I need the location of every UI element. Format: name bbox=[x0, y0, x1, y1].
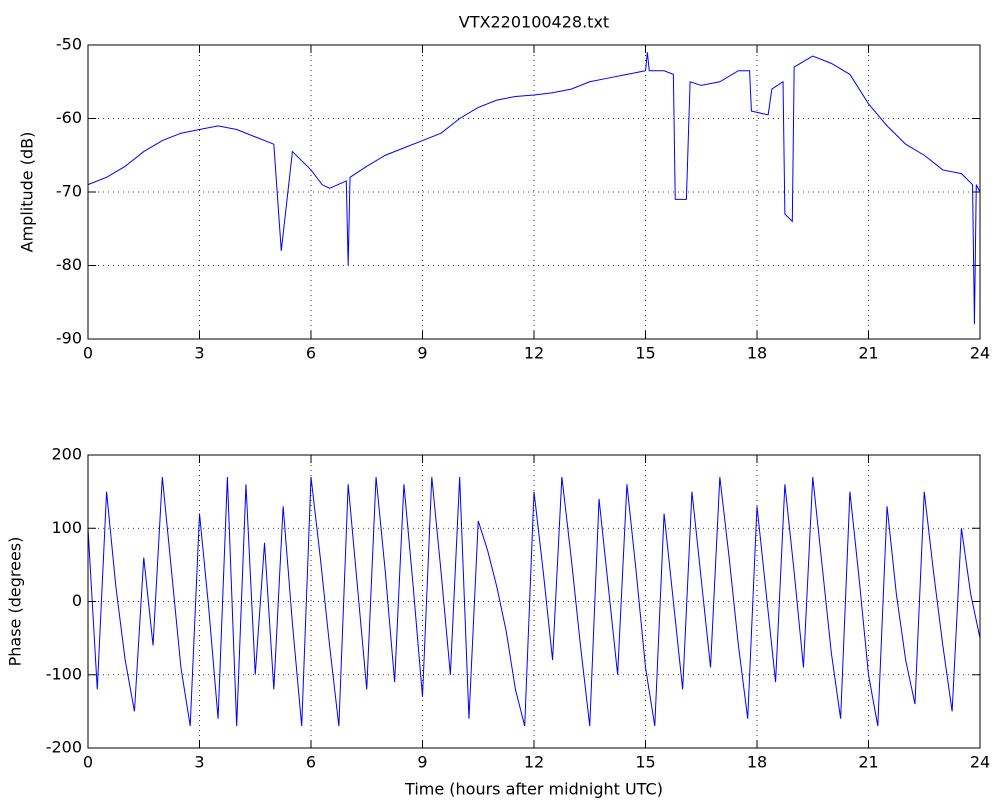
x-tick-label: 3 bbox=[194, 753, 204, 772]
x-tick-label: 9 bbox=[417, 753, 427, 772]
x-tick-label: 3 bbox=[194, 344, 204, 363]
data-line bbox=[87, 476, 981, 727]
x-tick-label: 6 bbox=[306, 344, 316, 363]
x-tick-label: 12 bbox=[524, 753, 544, 772]
x-tick-label: 15 bbox=[635, 344, 655, 363]
y-tick-label: -80 bbox=[56, 255, 82, 274]
x-tick-label: 6 bbox=[306, 753, 316, 772]
y-tick-label: -200 bbox=[46, 738, 82, 757]
y-tick-label: -90 bbox=[56, 329, 82, 348]
y-axis-label: Amplitude (dB) bbox=[18, 132, 37, 253]
x-tick-label: 15 bbox=[635, 753, 655, 772]
y-tick-label: -60 bbox=[56, 108, 82, 127]
y-tick-label: -100 bbox=[46, 664, 82, 683]
x-tick-label: 18 bbox=[747, 753, 767, 772]
x-axis-label: Time (hours after midnight UTC) bbox=[404, 780, 663, 799]
y-tick-label: 200 bbox=[51, 445, 82, 464]
data-line bbox=[87, 52, 981, 325]
x-tick-label: 21 bbox=[858, 344, 878, 363]
axes-frame bbox=[87, 44, 981, 340]
x-tick-label: 9 bbox=[417, 344, 427, 363]
y-tick-label: 0 bbox=[72, 591, 82, 610]
x-tick-label: 24 bbox=[970, 753, 990, 772]
x-tick-label: 0 bbox=[83, 344, 93, 363]
x-tick-label: 12 bbox=[524, 344, 544, 363]
y-tick-label: 100 bbox=[51, 518, 82, 537]
x-tick-label: 24 bbox=[970, 344, 990, 363]
axes-frame bbox=[87, 454, 981, 749]
x-tick-label: 21 bbox=[858, 753, 878, 772]
x-tick-label: 18 bbox=[747, 344, 767, 363]
y-axis-label: Phase (degrees) bbox=[6, 537, 25, 667]
x-tick-label: 0 bbox=[83, 753, 93, 772]
y-tick-label: -70 bbox=[56, 182, 82, 201]
chart-title: VTX220100428.txt bbox=[459, 13, 609, 32]
y-tick-label: -50 bbox=[56, 35, 82, 54]
